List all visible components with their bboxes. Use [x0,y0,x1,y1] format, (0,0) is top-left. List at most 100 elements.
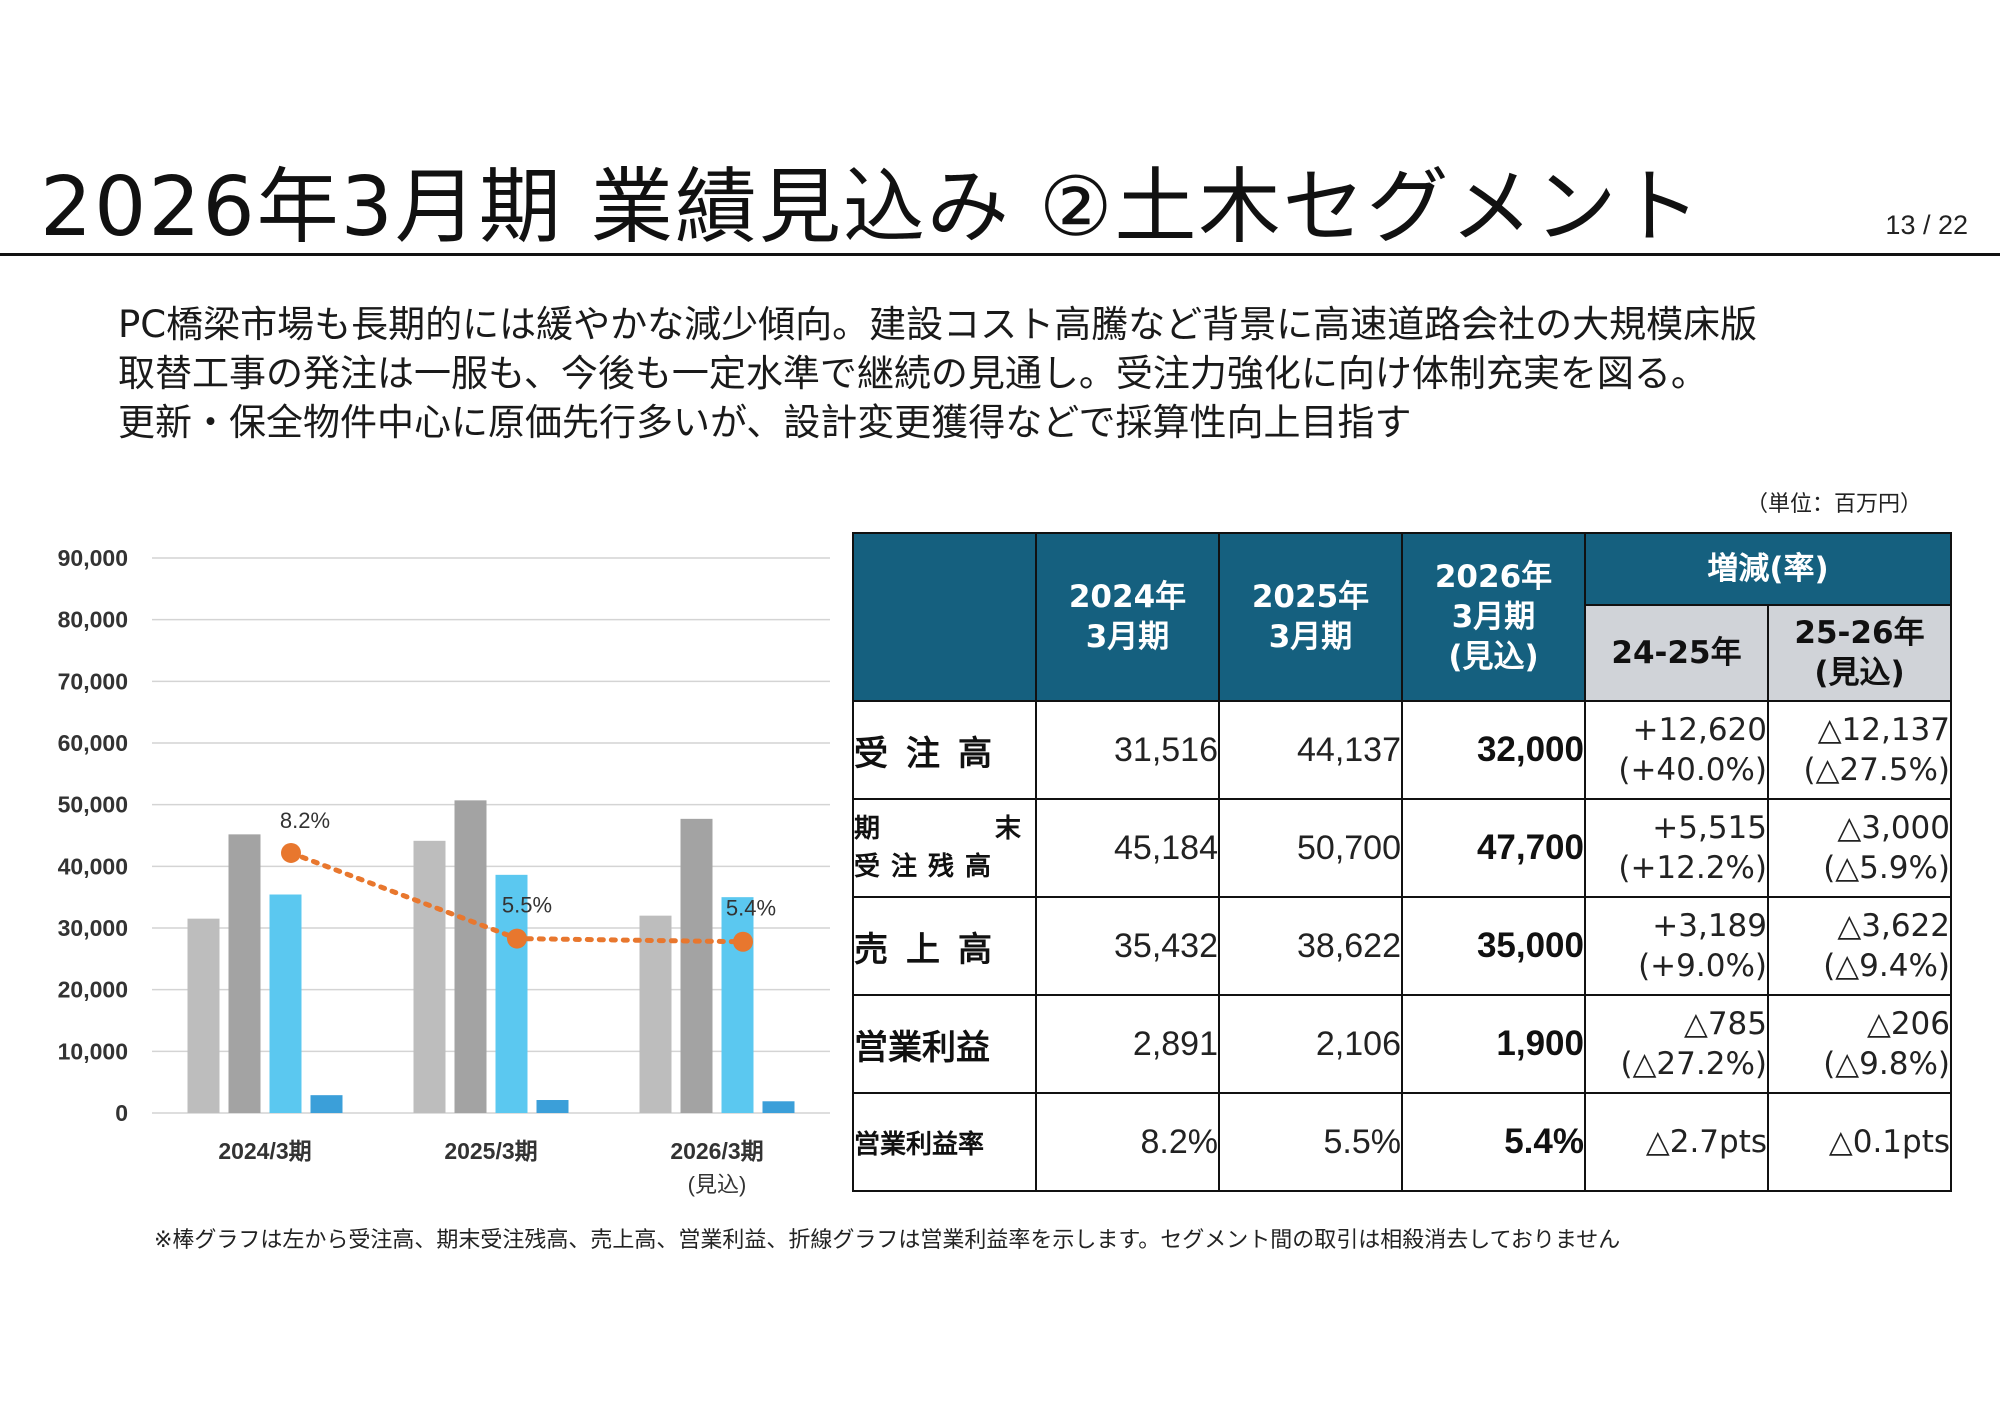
bar [680,818,713,1113]
description-line: 更新・保全物件中心に原価先行多いが、設計変更獲得などで採算性向上目指す [118,401,1412,444]
change-rate: (+40.0%) [1618,752,1767,788]
page-number: 13 / 22 [1885,210,1968,240]
col-header-2024: 2024年 3月期 [1035,532,1220,702]
cell-2025: 5.5% [1218,1092,1403,1192]
col-header-line: 25-26年 [1794,615,1925,651]
data-label: 8.2% [280,808,330,833]
x-tick-label: 2026/3期 [670,1138,763,1164]
col-header-line: 2026年 [1434,559,1553,595]
table-corner-header [852,532,1037,702]
y-tick-label: 20,000 [58,977,128,1003]
margin-point [507,928,527,949]
cell-2025: 38,622 [1218,896,1403,996]
row-label: 売上高 [852,896,1037,996]
y-tick-label: 70,000 [58,668,128,694]
col-header-line: 2024年 [1068,579,1187,615]
change-rate: (△27.2%) [1620,1046,1767,1082]
cell-2026: 5.4% [1401,1092,1586,1192]
col-header-line: 2025年 [1251,579,1370,615]
data-label: 5.4% [726,896,776,921]
bar [639,915,672,1113]
y-tick-label: 60,000 [58,730,128,756]
change-value: △0.1pts [1828,1124,1950,1160]
title-divider [0,253,2000,256]
table-row: 営業利益率 8.2% 5.5% 5.4% △2.7pts △0.1pts [852,1092,1952,1192]
cell-change-25-26: △0.1pts [1767,1092,1952,1192]
change-rate: (+9.0%) [1638,948,1767,984]
cell-2025: 50,700 [1218,798,1403,898]
cell-2024: 8.2% [1035,1092,1220,1192]
cell-change-24-25: +3,189 (+9.0%) [1584,896,1769,996]
col-header-2025: 2025年 3月期 [1218,532,1403,702]
y-tick-label: 10,000 [58,1038,128,1064]
cell-2024: 45,184 [1035,798,1220,898]
unit-note: （単位：百万円） [1745,492,1922,517]
table-row: 受注高 31,516 44,137 32,000 +12,620 (+40.0%… [852,700,1952,800]
bar [310,1095,343,1113]
change-rate: (+12.2%) [1618,850,1767,886]
change-rate: (△9.4%) [1823,948,1950,984]
table-row: 営業利益 2,891 2,106 1,900 △785 (△27.2%) △20… [852,994,1952,1094]
change-rate: (△27.5%) [1803,752,1950,788]
cell-change-24-25: △785 (△27.2%) [1584,994,1769,1094]
x-tick-label: 2024/3期 [218,1138,311,1164]
x-tick-label: 2025/3期 [444,1138,537,1164]
y-tick-label: 80,000 [58,607,128,633]
change-rate: (△9.8%) [1823,1046,1950,1082]
footnote: ※棒グラフは左から受注高、期末受注残高、売上高、営業利益、折線グラフは営業利益率… [154,1228,1621,1253]
cell-change-25-26: △3,622 (△9.4%) [1767,896,1952,996]
description-line: 取替工事の発注は一服も、今後も一定水準で継続の見通し。受注力強化に向け体制充実を… [118,352,1708,395]
bar [413,840,446,1113]
col-header-line: 3月期 [1451,599,1536,635]
cell-2025: 44,137 [1218,700,1403,800]
results-table: 2024年 3月期 2025年 3月期 2026年 3月期 (見込) 増減(率)… [852,532,1952,1192]
margin-point [281,842,301,863]
cell-change-25-26: △206 (△9.8%) [1767,994,1952,1094]
row-label: 期 末 受注残高 [852,798,1037,898]
row-label-part: 期 [854,814,881,844]
cell-change-24-25: △2.7pts [1584,1092,1769,1192]
change-value: △785 [1683,1006,1767,1042]
cell-change-24-25: +12,620 (+40.0%) [1584,700,1769,800]
cell-change-25-26: △12,137 (△27.5%) [1767,700,1952,800]
cell-change-25-26: △3,000 (△5.9%) [1767,798,1952,898]
row-label: 営業利益 [852,994,1037,1094]
change-value: △12,137 [1817,712,1950,748]
bar [762,1101,795,1113]
x-tick-sublabel: (見込) [688,1172,747,1197]
bar [187,918,220,1113]
change-value: +12,620 [1632,712,1767,748]
change-value: △206 [1866,1006,1950,1042]
bar [454,800,487,1113]
table-row: 期 末 受注残高 45,184 50,700 47,700 +5,515 (+12… [852,798,1952,898]
col-header-24-25: 24-25年 [1584,604,1769,702]
change-rate: (△5.9%) [1823,850,1950,886]
change-value: △3,622 [1837,908,1950,944]
change-value: △2.7pts [1645,1124,1767,1160]
cell-change-24-25: +5,515 (+12.2%) [1584,798,1769,898]
cell-2025: 2,106 [1218,994,1403,1094]
change-value: △3,000 [1837,810,1950,846]
cell-2026: 47,700 [1401,798,1586,898]
bar [536,1100,569,1113]
cell-2026: 1,900 [1401,994,1586,1094]
row-label: 受注高 [852,700,1037,800]
col-header-line: (見込) [1448,639,1539,675]
change-value: +5,515 [1652,810,1767,846]
page-title: 2026年3月期 業績見込み ②土木セグメント [40,160,1703,255]
y-tick-label: 0 [115,1100,128,1126]
col-header-line: 3月期 [1085,619,1170,655]
bar [269,894,302,1113]
cell-2026: 32,000 [1401,700,1586,800]
margin-point [733,931,753,952]
data-label: 5.5% [502,893,552,918]
col-header-change: 増減(率) [1584,532,1952,606]
cell-2024: 31,516 [1035,700,1220,800]
table-row: 売上高 35,432 38,622 35,000 +3,189 (+9.0%) … [852,896,1952,996]
y-tick-label: 40,000 [58,853,128,879]
row-label-part: 受注残高 [854,852,1003,882]
bar [721,897,754,1113]
col-header-25-26: 25-26年 (見込) [1767,604,1952,702]
description-line: PC橋梁市場も長期的には緩やかな減少傾向。建設コスト高騰など背景に高速道路会社の… [118,303,1758,346]
cell-2026: 35,000 [1401,896,1586,996]
